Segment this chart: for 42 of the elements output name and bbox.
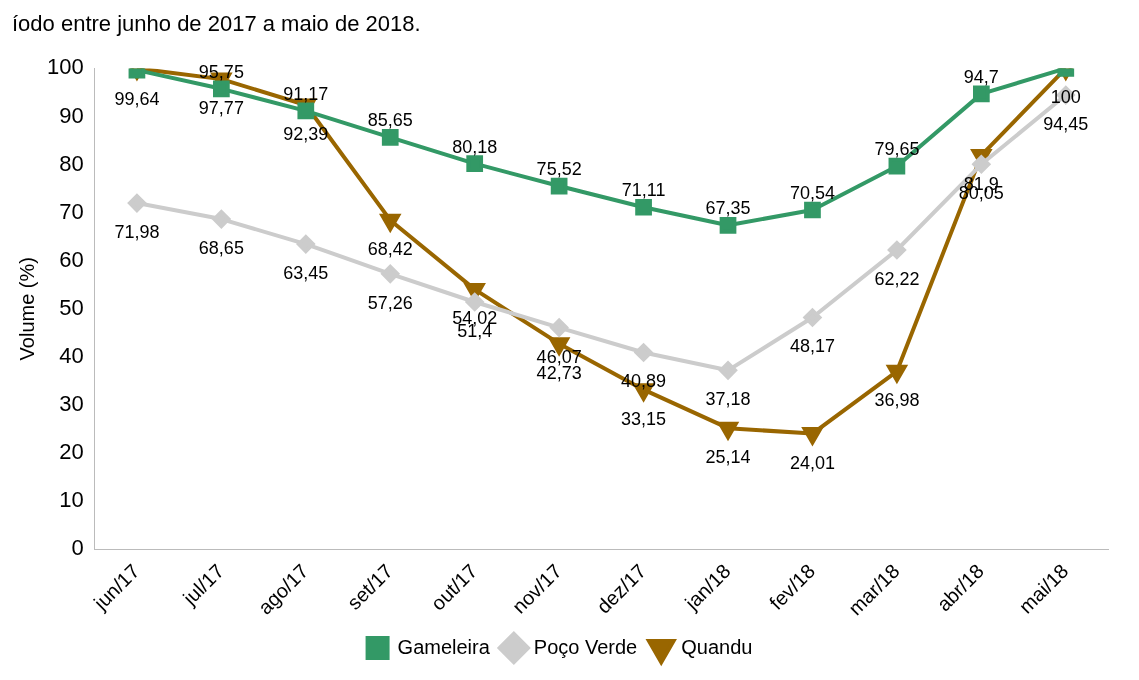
legend-label: Gameleira bbox=[397, 635, 491, 658]
data-label: 94,45 bbox=[1043, 114, 1089, 135]
y-tick-label: 50 bbox=[59, 294, 84, 320]
data-label: 24,01 bbox=[789, 452, 835, 473]
data-label: 92,39 bbox=[283, 123, 329, 144]
data-label: 68,42 bbox=[367, 239, 413, 260]
data-label: 71,11 bbox=[621, 180, 666, 201]
legend-label: Poço Verde bbox=[533, 635, 638, 658]
data-label: 25,14 bbox=[705, 447, 751, 468]
y-tick-label: 70 bbox=[59, 198, 84, 224]
data-label: 68,65 bbox=[198, 238, 244, 259]
data-label: 91,17 bbox=[283, 83, 329, 104]
data-label: 37,18 bbox=[705, 389, 751, 410]
data-label: 48,17 bbox=[789, 336, 835, 357]
data-label: 94,7 bbox=[963, 66, 999, 87]
y-tick-label: 0 bbox=[71, 535, 84, 561]
y-tick-label: 10 bbox=[59, 487, 84, 513]
data-label: 63,45 bbox=[283, 263, 329, 284]
data-label: 75,52 bbox=[536, 159, 582, 180]
y-tick-label: 100 bbox=[46, 54, 84, 80]
y-tick-label: 90 bbox=[59, 102, 84, 128]
chart-title: íodo entre junho de 2017 a maio de 2018. bbox=[12, 11, 421, 37]
data-label: 71,98 bbox=[114, 222, 160, 243]
data-label: 100 bbox=[1050, 87, 1081, 108]
data-label: 67,35 bbox=[705, 198, 751, 219]
data-label: 57,26 bbox=[367, 292, 413, 313]
y-tick-label: 80 bbox=[59, 150, 84, 176]
y-axis-title: Volume (%) bbox=[15, 257, 38, 361]
data-label: 46,07 bbox=[536, 346, 582, 367]
data-label: 33,15 bbox=[621, 408, 667, 429]
y-tick-label: 30 bbox=[59, 390, 84, 416]
y-tick-label: 20 bbox=[59, 438, 84, 464]
y-tick-label: 60 bbox=[59, 246, 84, 272]
data-label: 85,65 bbox=[367, 110, 413, 131]
data-label: 36,98 bbox=[874, 390, 920, 411]
data-label: 97,77 bbox=[198, 98, 244, 119]
data-label: 80,18 bbox=[452, 136, 498, 157]
legend-label: Quandu bbox=[681, 635, 753, 658]
data-label: 70,54 bbox=[789, 182, 835, 203]
data-label: 62,22 bbox=[874, 268, 920, 289]
data-label: 99,64 bbox=[114, 89, 160, 110]
y-tick-label: 40 bbox=[59, 342, 84, 368]
